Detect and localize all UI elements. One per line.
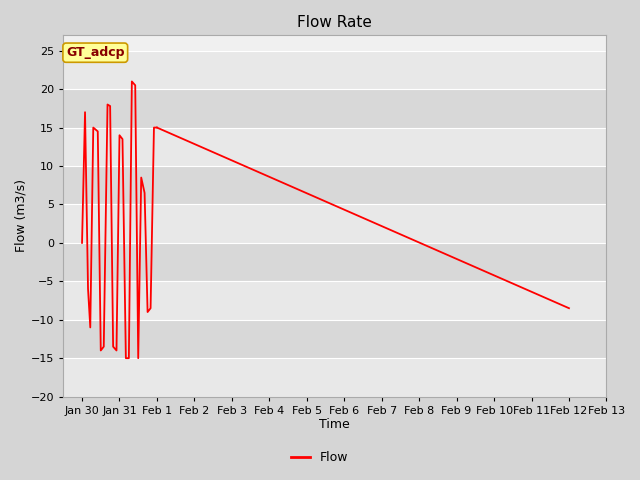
X-axis label: Time: Time [319,419,350,432]
Legend: Flow: Flow [286,446,354,469]
Bar [63,89,607,128]
Bar [63,166,607,204]
Bar [63,358,607,396]
Text: GT_adcp: GT_adcp [66,46,125,59]
Bar [63,204,607,243]
Bar [63,320,607,358]
Bar [63,281,607,320]
Bar [63,51,607,89]
Bar [63,243,607,281]
Y-axis label: Flow (m3/s): Flow (m3/s) [15,180,28,252]
Bar [63,128,607,166]
Title: Flow Rate: Flow Rate [298,15,372,30]
